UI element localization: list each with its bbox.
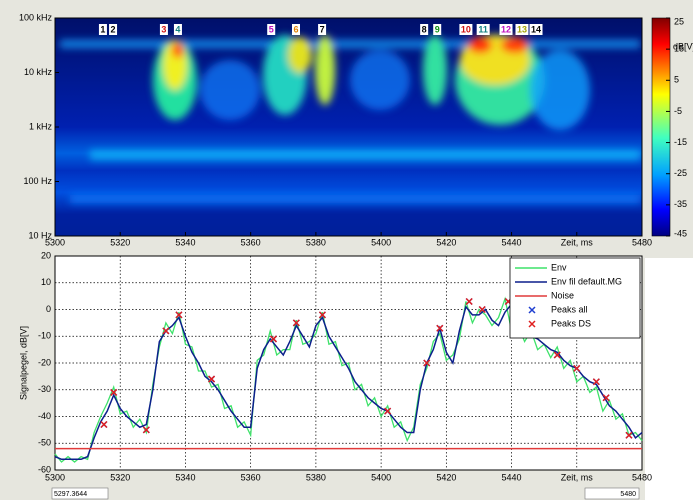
x-tick-label: 5440	[502, 237, 522, 247]
marker-label: 10	[461, 24, 471, 34]
x-tick-label: 5420	[436, 472, 456, 482]
marker-label: 1	[100, 24, 105, 34]
colorbar-tick-label: -25	[674, 168, 687, 178]
blank-panel	[645, 258, 693, 500]
x-tick-label: Zeit, ms	[561, 237, 594, 247]
y-tick-label: 100 kHz	[19, 12, 53, 22]
colorbar-tick-label: 25	[674, 16, 684, 26]
marker-label: 12	[501, 24, 511, 34]
legend-label: Env fil default.MG	[551, 276, 622, 286]
legend-label: Env	[551, 262, 567, 272]
status-right: 5480	[620, 491, 636, 498]
x-tick-label: 5380	[306, 472, 326, 482]
marker-label: 4	[175, 24, 180, 34]
marker-label: 14	[531, 24, 541, 34]
colorbar-label: dB[V]	[673, 41, 693, 51]
legend-label: Noise	[551, 290, 574, 300]
x-tick-label: 5320	[110, 237, 130, 247]
figure: Env Env fil default.MG Noise Peaks all Peaks…	[0, 0, 693, 500]
x-tick-label: 5340	[175, 237, 195, 247]
x-tick-label: 5380	[306, 237, 326, 247]
status-left: 5297.3644	[54, 491, 87, 498]
marker-label: 5	[269, 24, 274, 34]
y-tick-label: 100 Hz	[23, 176, 52, 186]
marker-label: 11	[478, 24, 488, 34]
colorbar-tick-label: 5	[674, 75, 679, 85]
colorbar-tick-label: -45	[674, 228, 687, 238]
colorbar-tick-label: -35	[674, 199, 687, 209]
x-tick-label: 5420	[436, 237, 456, 247]
y-tick-label: 1 kHz	[29, 121, 53, 131]
y-tick-label: -60	[38, 464, 51, 474]
marker-label: 9	[435, 24, 440, 34]
x-tick-label: 5480	[632, 472, 652, 482]
x-tick-label: Zeit, ms	[561, 472, 594, 482]
y-tick-label: 20	[41, 250, 51, 260]
marker-label: 6	[293, 24, 298, 34]
page: Env Env fil default.MG Noise Peaks all Peaks…	[0, 0, 693, 500]
legend-label: Peaks DS	[551, 318, 591, 328]
x-tick-label: 5360	[241, 472, 261, 482]
marker-label: 2	[111, 24, 116, 34]
y-tick-label: 10	[41, 277, 51, 287]
y-tick-label: -30	[38, 384, 51, 394]
legend: Env Env fil default.MG Noise Peaks all Peaks…	[510, 258, 640, 338]
marker-label: 7	[320, 24, 325, 34]
marker-label: 8	[422, 24, 427, 34]
y-tick-label: -20	[38, 357, 51, 367]
x-tick-label: 5360	[241, 237, 261, 247]
legend-label: Peaks all	[551, 304, 588, 314]
spectrogram-image	[55, 18, 642, 236]
y-tick-label: -40	[38, 411, 51, 421]
marker-label: 13	[517, 24, 527, 34]
x-tick-label: 5480	[632, 237, 652, 247]
y-tick-label: 10 kHz	[24, 67, 53, 77]
marker-label: 3	[161, 24, 166, 34]
x-tick-label: 5320	[110, 472, 130, 482]
y-tick-label: -10	[38, 331, 51, 341]
colorbar	[652, 18, 670, 236]
colorbar-tick-label: -5	[674, 106, 682, 116]
colorbar-tick-label: -15	[674, 137, 687, 147]
x-tick-label: 5400	[371, 472, 391, 482]
y-tick-label: 10 Hz	[28, 230, 52, 240]
x-tick-label: 5340	[175, 472, 195, 482]
x-tick-label: 5440	[502, 472, 522, 482]
y-tick-label: -50	[38, 438, 51, 448]
x-tick-label: 5400	[371, 237, 391, 247]
y-axis-label: Signalpegel, dB[V]	[18, 326, 28, 400]
y-tick-label: 0	[46, 304, 51, 314]
